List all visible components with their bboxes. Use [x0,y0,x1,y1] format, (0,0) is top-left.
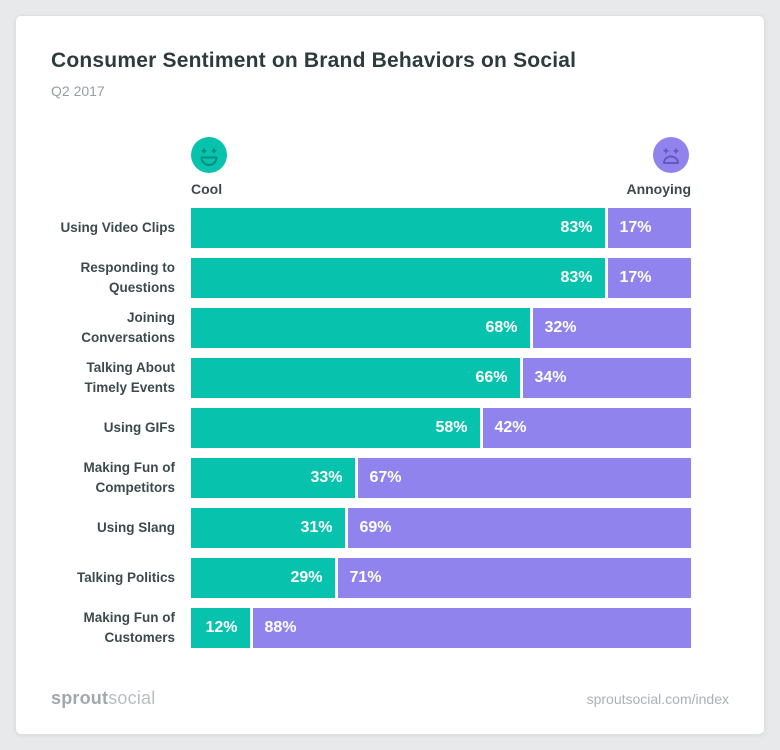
annoying-bar-segment: 17% [607,258,691,298]
cool-percent-label: 66% [475,369,508,386]
cool-percent-label: 83% [560,269,593,286]
cool-bar-segment: 29% [191,558,335,598]
cool-percent-label: 31% [300,519,333,536]
legend: Cool Annoying [191,137,691,197]
page-title: Consumer Sentiment on Brand Behaviors on… [51,49,577,72]
cool-bar-segment: 33% [191,458,355,498]
chart-row: Talking Politics 29% 71% [51,558,691,598]
chart-row: Using GIFs 58% 42% [51,408,691,448]
annoying-bar-segment: 69% [347,508,691,548]
sad-face-icon [653,137,689,173]
cool-bar-segment: 66% [191,358,520,398]
chart-row: Making Fun of Customers 12% 88% [51,608,691,648]
cool-bar-segment: 68% [191,308,530,348]
cool-percent-label: 58% [435,419,468,436]
stacked-bar: 83% 17% [191,208,691,248]
annoying-percent-label: 42% [494,419,527,436]
happy-face-icon [191,137,227,173]
cool-percent-label: 29% [290,569,323,586]
stacked-bar: 66% 34% [191,358,691,398]
annoying-percent-label: 34% [534,369,567,386]
chart-row: Talking About Timely Events 66% 34% [51,358,691,398]
cool-bar-segment: 31% [191,508,345,548]
annoying-bar-segment: 71% [337,558,691,598]
logo-text-light: social [108,688,156,708]
annoying-bar-segment: 17% [607,208,691,248]
category-label: Using Slang [96,520,175,536]
category-label: Making Fun of Competitors [83,460,176,495]
stacked-bar: 58% 42% [191,408,691,448]
legend-item-annoying: Annoying [626,137,691,197]
annoying-percent-label: 17% [619,269,652,286]
category-label: Responding to Questions [80,260,176,295]
category-label: Joining Conversations [81,310,175,345]
legend-label-annoying: Annoying [626,181,691,197]
stacked-bar: 68% 32% [191,308,691,348]
cool-bar-segment: 83% [191,208,605,248]
stacked-bar: 83% 17% [191,258,691,298]
page-subtitle: Q2 2017 [51,83,105,99]
cool-bar-segment: 58% [191,408,480,448]
annoying-bar-segment: 34% [522,358,691,398]
stacked-bar-chart: Using Video Clips 83% 17% Responding to … [51,208,691,648]
annoying-bar-segment: 32% [532,308,691,348]
cool-percent-label: 33% [310,469,343,486]
annoying-percent-label: 32% [544,319,577,336]
cool-bar-segment: 12% [191,608,250,648]
sproutsocial-logo: sproutsocial [51,688,155,709]
category-label: Using GIFs [103,420,175,436]
chart-row: Using Video Clips 83% 17% [51,208,691,248]
category-label: Using Video Clips [60,220,175,236]
cool-percent-label: 83% [560,219,593,236]
annoying-bar-segment: 88% [252,608,691,648]
footer: sproutsocial sproutsocial.com/index [51,688,729,709]
annoying-bar-segment: 67% [357,458,691,498]
stacked-bar: 31% 69% [191,508,691,548]
legend-item-cool: Cool [191,137,227,197]
category-label: Making Fun of Customers [83,610,176,645]
annoying-bar-segment: 42% [482,408,691,448]
category-label: Talking About Timely Events [84,360,175,395]
chart-row: Joining Conversations 68% 32% [51,308,691,348]
chart-row: Responding to Questions 83% 17% [51,258,691,298]
cool-percent-label: 68% [485,319,518,336]
legend-label-cool: Cool [191,181,223,197]
cool-percent-label: 12% [205,619,238,636]
stacked-bar: 12% 88% [191,608,691,648]
annoying-percent-label: 71% [349,569,382,586]
category-label: Talking Politics [76,570,175,586]
chart-row: Making Fun of Competitors 33% 67% [51,458,691,498]
annoying-percent-label: 88% [264,619,297,636]
infographic-card: Consumer Sentiment on Brand Behaviors on… [15,15,765,735]
footer-url: sproutsocial.com/index [586,691,729,707]
annoying-percent-label: 67% [369,469,402,486]
cool-bar-segment: 83% [191,258,605,298]
chart-row: Using Slang 31% 69% [51,508,691,548]
stacked-bar: 33% 67% [191,458,691,498]
stacked-bar: 29% 71% [191,558,691,598]
logo-text-bold: sprout [51,688,109,708]
annoying-percent-label: 17% [619,219,652,236]
annoying-percent-label: 69% [359,519,392,536]
